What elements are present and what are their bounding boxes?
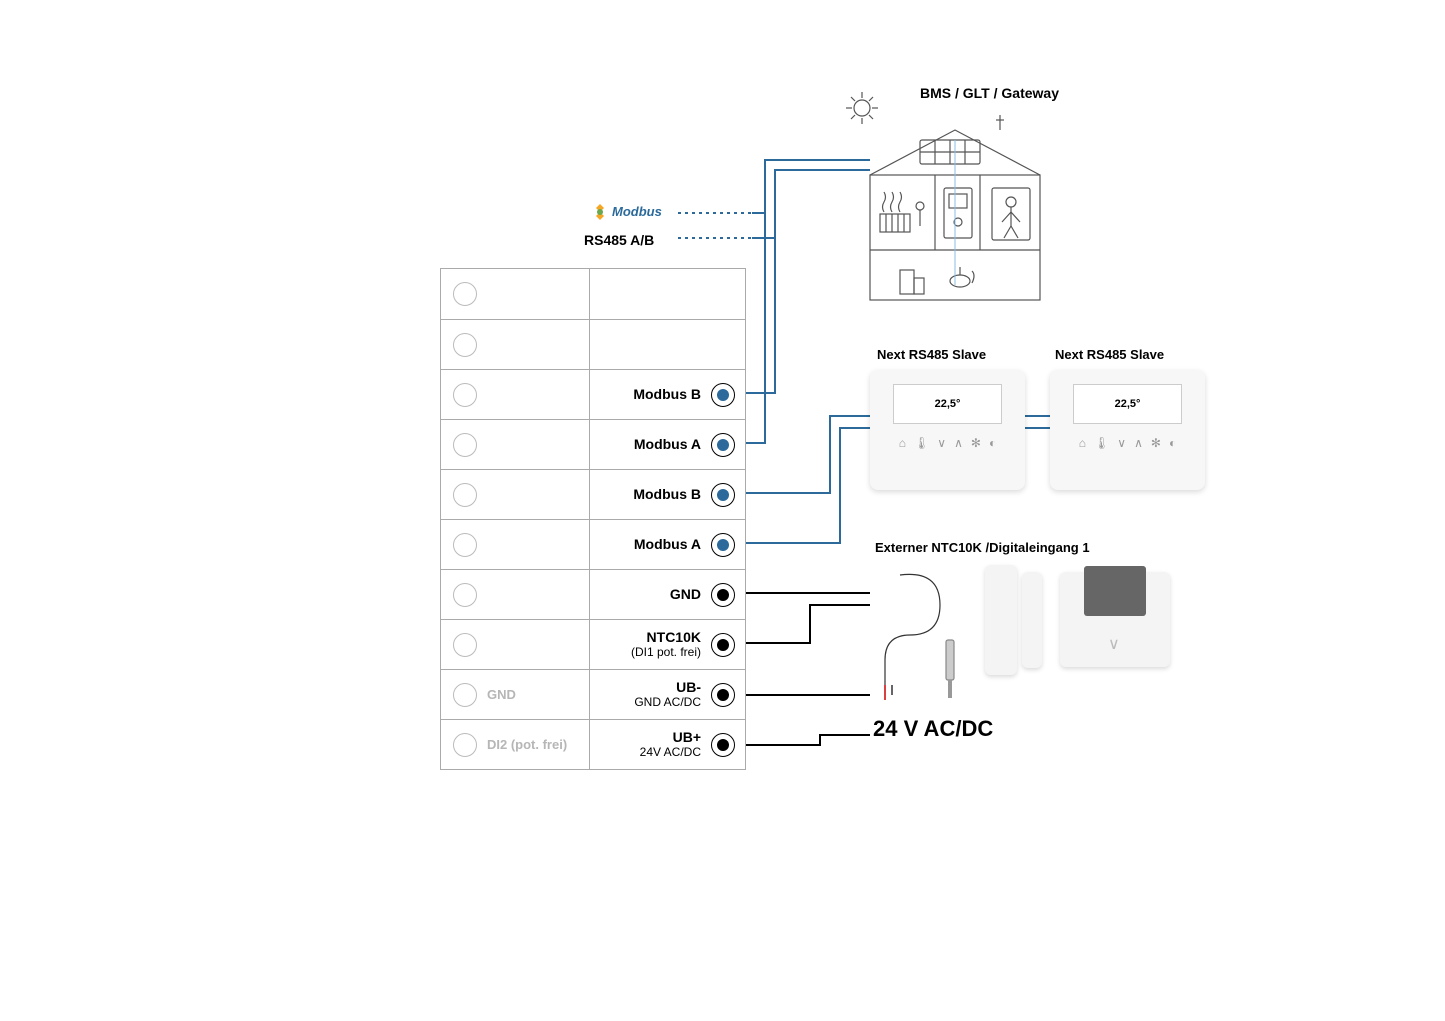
terminal-row-2 [441, 319, 745, 369]
terminal-hole-left-8 [453, 633, 477, 657]
terminal-label-6: Modbus A [634, 537, 701, 552]
probe-sensor-icon [885, 574, 954, 700]
fan-icon: ✻ [1151, 436, 1161, 450]
externer-title: Externer NTC10K /Digitaleingang 1 [875, 540, 1090, 555]
wire-to-bms-a [752, 160, 870, 213]
terminal-row-7: GND [441, 569, 745, 619]
terminal-hole-left-5 [453, 483, 477, 507]
terminal-hole-left-6 [453, 533, 477, 557]
terminal-hole-left-9 [453, 683, 477, 707]
slave1-screen: 22,5° [893, 384, 1002, 424]
terminal-row-10: DI2 (pot. frei) UB+ 24V AC/DC [441, 719, 745, 769]
window-contact-icon [985, 565, 1017, 675]
slave2-screen: 22,5° [1073, 384, 1182, 424]
down-icon: ∨ [937, 436, 946, 450]
wire-to-bms-b [752, 170, 870, 238]
terminal-hole-left-7 [453, 583, 477, 607]
terminal-label-10: UB+ 24V AC/DC [640, 730, 701, 759]
terminal-block: Modbus B Modbus A Modbus B Modbus A [440, 268, 746, 770]
terminal-row-1 [441, 269, 745, 319]
terminal-hole-left-4 [453, 433, 477, 457]
terminal-row-8: NTC10K (DI1 pot. frei) [441, 619, 745, 669]
terminal-row-4: Modbus A [441, 419, 745, 469]
wire-term3-b [746, 238, 775, 393]
terminal-label-8: NTC10K (DI1 pot. frei) [631, 630, 701, 659]
terminal-left-label-9: GND [487, 687, 516, 702]
mode-icon: ◐ [989, 436, 996, 450]
wire-ntc-ext [746, 605, 870, 643]
slave2-device: 22,5° ⌂ 🌡 ∨ ∧ ✻ ◐ [1050, 370, 1205, 490]
bms-house-icon [846, 92, 1040, 300]
home-icon: ⌂ [899, 436, 906, 450]
down-icon: ∨ [1117, 436, 1126, 450]
terminal-hole-right-4 [711, 433, 735, 457]
terminal-row-9: GND UB- GND AC/DC [441, 669, 745, 719]
terminal-hole-left-1 [453, 282, 477, 306]
rs485-label: RS485 A/B [584, 232, 654, 248]
temp-icon: 🌡 [914, 436, 929, 450]
wire-ub-plus [746, 735, 870, 745]
slave1-buttons: ⌂ 🌡 ∨ ∧ ✻ ◐ [870, 430, 1025, 462]
home-icon: ⌂ [1079, 436, 1086, 450]
up-icon: ∧ [1134, 436, 1143, 450]
temp-icon: 🌡 [1094, 436, 1109, 450]
card-reader-icon: ∨ [1060, 572, 1170, 667]
terminal-left-label-10: DI2 (pot. frei) [487, 737, 567, 752]
bms-title: BMS / GLT / Gateway [920, 85, 1059, 101]
terminal-hole-right-7 [711, 583, 735, 607]
terminal-hole-right-5 [711, 483, 735, 507]
slave1-device: 22,5° ⌂ 🌡 ∨ ∧ ✻ ◐ [870, 370, 1025, 490]
terminal-hole-left-2 [453, 333, 477, 357]
terminal-hole-right-3 [711, 383, 735, 407]
terminal-hole-right-6 [711, 533, 735, 557]
wire-term4-a [746, 213, 765, 443]
voltage-label: 24 V AC/DC [873, 716, 993, 742]
modbus-logo-text: Modbus [612, 204, 662, 219]
terminal-hole-right-9 [711, 683, 735, 707]
modbus-logo: Modbus [590, 200, 670, 229]
terminal-label-4: Modbus A [634, 437, 701, 452]
slave2-title: Next RS485 Slave [1055, 347, 1164, 362]
terminal-label-7: GND [670, 587, 701, 602]
terminal-row-3: Modbus B [441, 369, 745, 419]
terminal-label-5: Modbus B [633, 487, 701, 502]
wire-term5-to-slave [746, 416, 870, 493]
terminal-label-9: UB- GND AC/DC [634, 680, 701, 709]
terminal-row-5: Modbus B [441, 469, 745, 519]
terminal-hole-right-10 [711, 733, 735, 757]
wire-term6-to-slave [746, 428, 870, 543]
terminal-hole-left-10 [453, 733, 477, 757]
mode-icon: ◐ [1169, 436, 1176, 450]
terminal-hole-right-8 [711, 633, 735, 657]
terminal-hole-left-3 [453, 383, 477, 407]
slave1-title: Next RS485 Slave [877, 347, 986, 362]
up-icon: ∧ [954, 436, 963, 450]
terminal-label-3: Modbus B [633, 387, 701, 402]
window-contact-icon-2 [1022, 572, 1042, 668]
slave2-buttons: ⌂ 🌡 ∨ ∧ ✻ ◐ [1050, 430, 1205, 462]
fan-icon: ✻ [971, 436, 981, 450]
terminal-row-6: Modbus A [441, 519, 745, 569]
